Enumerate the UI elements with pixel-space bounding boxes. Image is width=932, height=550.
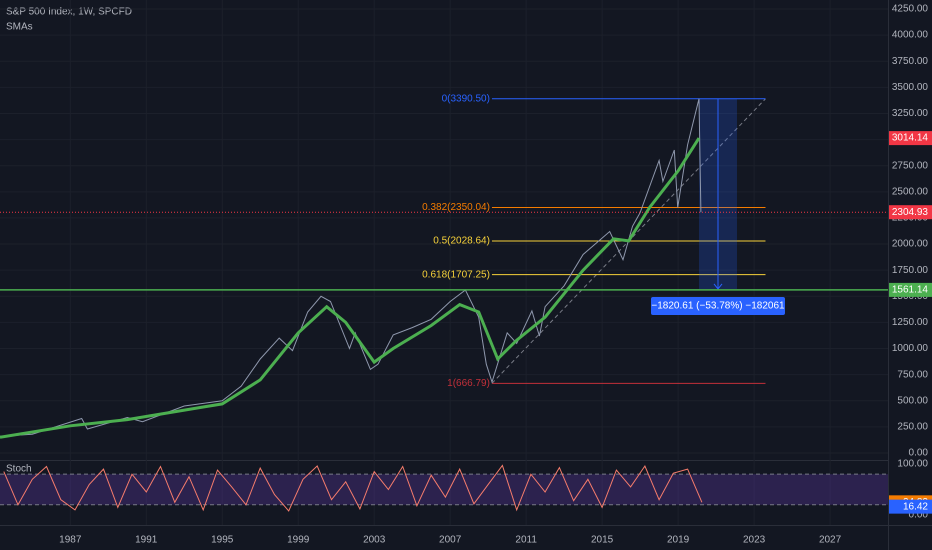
x-tick-label: 2003	[363, 535, 386, 546]
x-tick-label: 2007	[439, 535, 462, 546]
y-tick-label: 3500.00	[892, 82, 929, 93]
y-tick-label: 1000.00	[892, 343, 929, 354]
price-tag: 16.42	[903, 501, 928, 512]
y-tick-label: 0.00	[909, 448, 929, 459]
fib-label: 1(666.79)	[447, 378, 490, 389]
measure-label: −1820.61 (−53.78%) −182061	[651, 301, 785, 312]
stoch-line	[3, 464, 703, 512]
y-tick-label: 250.00	[897, 422, 928, 433]
y-tick-label: 3250.00	[892, 108, 929, 119]
measure-arrow-head	[713, 283, 723, 290]
stoch-band	[0, 474, 888, 505]
x-tick-label: 2027	[819, 535, 842, 546]
chart-title: S&P 500 Index, 1W, SPCFD	[6, 7, 132, 18]
y-tick-label: 500.00	[897, 395, 928, 406]
price-tag-bg	[889, 131, 932, 146]
y-tick-label: 1750.00	[892, 265, 929, 276]
measure-label-box	[650, 296, 785, 315]
x-tick-label: 1995	[211, 535, 234, 546]
x-tick-label: 2023	[743, 535, 766, 546]
fib-label: 0.382(2350.04)	[422, 202, 490, 213]
price-line	[0, 98, 702, 437]
fib-label: 0.5(2028.64)	[433, 236, 490, 247]
fib-label: 0(3390.50)	[442, 93, 490, 104]
x-tick-label: 1991	[135, 535, 158, 546]
x-tick-label: 1999	[287, 535, 310, 546]
y-tick-label: 100.00	[897, 459, 928, 470]
y-tick-label: 1250.00	[892, 317, 929, 328]
indicator-title: Stoch	[6, 464, 32, 475]
price-tag-bg	[889, 205, 932, 220]
x-tick-label: 2015	[591, 535, 614, 546]
y-tick-label: 3750.00	[892, 56, 929, 67]
y-tick-label: 2000.00	[892, 239, 929, 250]
y-tick-label: 750.00	[897, 369, 928, 380]
sma-line	[0, 137, 701, 439]
x-tick-label: 2019	[667, 535, 690, 546]
x-tick-label: 2011	[515, 535, 537, 546]
legend-label: SMAs	[6, 22, 33, 33]
price-tag-bg	[889, 282, 932, 297]
price-tag: 1561.14	[892, 285, 929, 296]
fib-label: 0.618(1707.25)	[422, 269, 490, 280]
price-tag-bg	[889, 499, 932, 514]
y-tick-label: 2500.00	[892, 186, 929, 197]
y-tick-label: 0.00	[909, 510, 929, 521]
y-tick-label: 4250.00	[892, 4, 929, 15]
price-tag: 3014.14	[892, 133, 929, 144]
price-tag: 2304.93	[892, 207, 929, 218]
x-tick-label: 1987	[59, 535, 82, 546]
y-tick-label: 4000.00	[892, 30, 929, 41]
y-tick-label: 2750.00	[892, 160, 929, 171]
